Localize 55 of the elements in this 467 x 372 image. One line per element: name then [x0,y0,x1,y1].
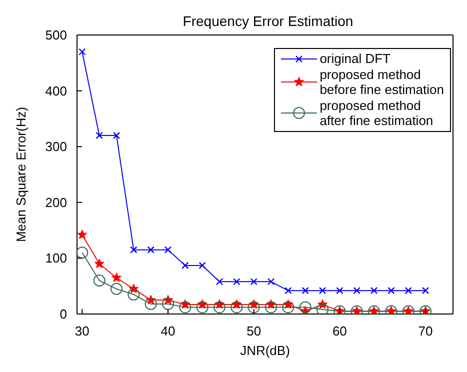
x-tick-label: 30 [74,324,90,339]
point [182,262,189,270]
point [198,262,206,270]
y-axis-title: Mean Square Error(Hz) [14,106,29,242]
point [299,301,312,314]
point [179,301,192,314]
point [404,286,412,294]
point [111,272,122,282]
point [302,286,309,294]
point [77,230,88,240]
point [284,286,292,294]
point [336,286,344,294]
y-tick-label: 400 [45,83,67,98]
point [110,282,122,295]
y-tick-label: 100 [45,250,67,266]
point [128,288,140,300]
legend-label: proposed method after fine estimation [320,98,434,128]
point [77,246,88,259]
point [316,304,329,314]
point [144,298,157,310]
point [164,246,172,254]
point [214,301,226,314]
point [233,278,240,286]
y-tick-label: 500 [45,28,67,42]
y-tick-label: 300 [45,139,67,154]
point [78,48,86,56]
point [130,246,138,254]
point [265,301,278,314]
y-tick-label: 0 [60,306,67,322]
point [353,286,360,294]
point [267,278,275,286]
chart-title: Frequency Error Estimation [182,13,354,29]
point [196,301,208,314]
point [248,301,260,314]
x-tick-label: 40 [160,324,176,339]
point [318,286,326,294]
point [96,132,103,140]
x-tick-label: 50 [246,324,262,339]
x-axis-title: JNR(dB) [240,343,290,358]
point [162,298,174,310]
legend-label: original DFT [320,51,390,66]
point [94,258,104,268]
point [93,274,106,287]
point [422,286,430,294]
point [112,132,120,140]
x-tick-label: 60 [332,324,347,339]
point [230,301,243,314]
point [388,286,395,294]
point [250,278,258,286]
x-tick-label: 70 [418,324,433,339]
point [370,286,378,294]
point [282,301,294,314]
point [216,278,224,286]
point [147,246,154,254]
y-tick-label: 200 [45,194,67,210]
